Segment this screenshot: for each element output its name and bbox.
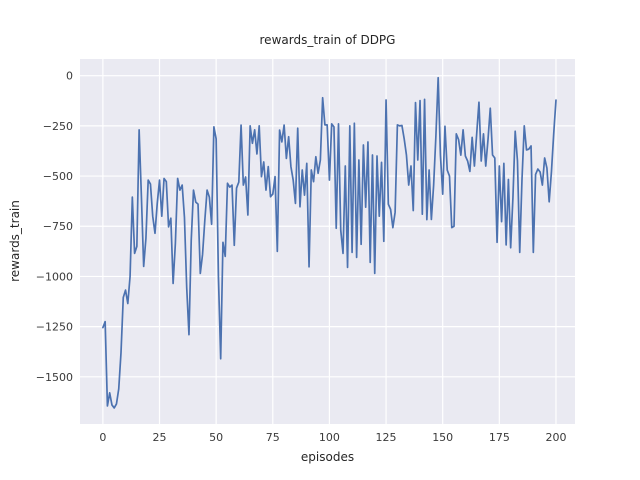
y-tick-label: −1500 — [36, 371, 73, 384]
y-tick-label: 0 — [66, 70, 73, 83]
y-tick-label: −750 — [43, 220, 73, 233]
x-tick-label: 200 — [545, 431, 566, 444]
x-tick-label: 50 — [209, 431, 223, 444]
x-tick-label: 75 — [266, 431, 280, 444]
chart-title: rewards_train of DDPG — [259, 33, 396, 47]
y-tick-label: −1250 — [36, 321, 73, 334]
y-axis-label: rewards_train — [8, 200, 22, 282]
y-tick-label: −250 — [43, 120, 73, 133]
plot-area — [80, 59, 575, 424]
reward-line — [102, 76, 557, 409]
x-tick-label: 0 — [99, 431, 106, 444]
x-axis-label: episodes — [300, 450, 355, 464]
x-tick-label: 150 — [432, 431, 453, 444]
y-tick-label: −1000 — [36, 270, 73, 283]
y-tick-label: −500 — [43, 170, 73, 183]
x-tick-label: 125 — [376, 431, 397, 444]
x-tick-label: 25 — [153, 431, 167, 444]
x-tick-label: 100 — [319, 431, 340, 444]
x-tick-label: 175 — [489, 431, 510, 444]
